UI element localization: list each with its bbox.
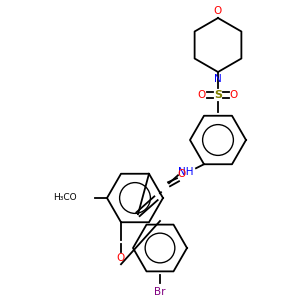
Text: O: O	[178, 169, 186, 179]
Text: O: O	[230, 90, 238, 100]
Text: O: O	[117, 253, 125, 263]
Text: NH: NH	[178, 167, 194, 177]
Text: O: O	[198, 90, 206, 100]
Text: H₃CO: H₃CO	[53, 194, 77, 202]
Text: Br: Br	[154, 287, 166, 297]
Text: O: O	[214, 6, 222, 16]
Text: N: N	[214, 74, 222, 84]
Text: S: S	[214, 90, 222, 100]
